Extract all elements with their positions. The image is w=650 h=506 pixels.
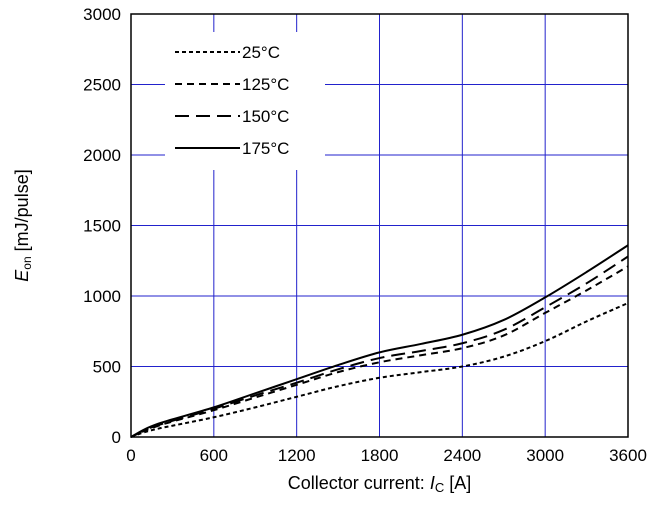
- y-tick-label: 2000: [83, 146, 121, 165]
- y-axis-title: Eon [mJ/pulse]: [12, 169, 34, 281]
- x-tick-label: 1200: [278, 446, 316, 465]
- x-tick-label: 1800: [361, 446, 399, 465]
- y-tick-label: 2500: [83, 76, 121, 95]
- series-line: [130, 255, 629, 438]
- legend: 25°C 125°C 150°C 175°C: [165, 32, 325, 170]
- series-line: [130, 265, 629, 438]
- x-axis-ticks: 0 600 1200 1800 2400 3000 3600: [126, 446, 647, 465]
- series-line: [130, 302, 629, 438]
- x-axis-title: Collector current: IC [A]: [288, 473, 471, 495]
- y-tick-label: 3000: [83, 5, 121, 24]
- x-tick-label: 0: [126, 446, 135, 465]
- plot-frame: [130, 13, 629, 438]
- y-axis-ticks: 0 500 1000 1500 2000 2500 3000: [83, 5, 121, 447]
- y-tick-label: 1500: [83, 217, 121, 236]
- x-tick-label: 600: [200, 446, 228, 465]
- legend-label: 150°C: [242, 107, 289, 126]
- y-tick-label: 500: [93, 358, 121, 377]
- legend-label: 25°C: [242, 43, 280, 62]
- series-line: [130, 244, 629, 438]
- y-tick-label: 1000: [83, 287, 121, 306]
- x-tick-label: 3000: [526, 446, 564, 465]
- y-tick-label: 0: [112, 428, 121, 447]
- series-lines: [130, 244, 629, 438]
- legend-label: 125°C: [242, 75, 289, 94]
- x-tick-label: 3600: [609, 446, 647, 465]
- legend-label: 175°C: [242, 139, 289, 158]
- x-tick-label: 2400: [443, 446, 481, 465]
